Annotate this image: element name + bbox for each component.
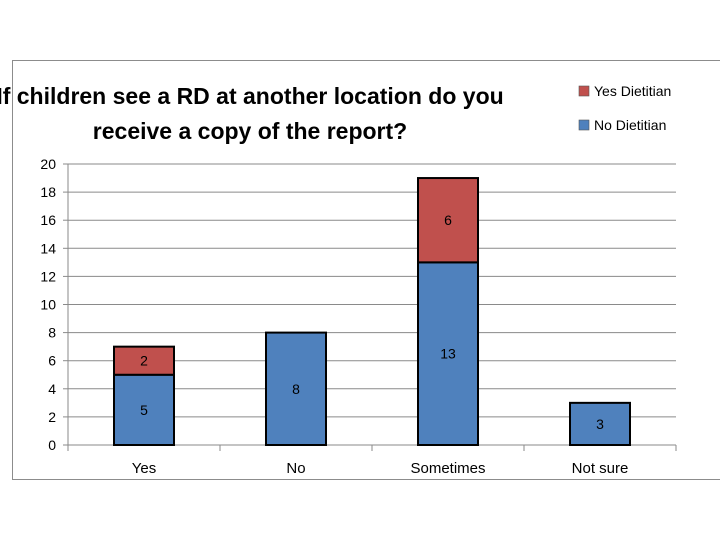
y-tick-label-16: 16 <box>40 212 56 228</box>
data-label-0-3: 3 <box>596 416 604 432</box>
bar-1-2 <box>417 177 479 264</box>
legend-swatch-0 <box>578 85 590 97</box>
y-tick-label-0: 0 <box>48 437 56 453</box>
x-tick-label-1: No <box>286 460 305 477</box>
y-tick-label-6: 6 <box>48 353 56 369</box>
x-tick-label-0: Yes <box>132 460 156 477</box>
y-tick-label-18: 18 <box>40 184 56 200</box>
chart-title-line-1: If children see a RD at another location… <box>0 83 504 109</box>
y-tick-label-8: 8 <box>48 325 56 341</box>
data-label-0-1: 8 <box>292 381 300 397</box>
legend-label-1: No Dietitian <box>594 117 666 133</box>
legend-label-0: Yes Dietitian <box>594 83 671 99</box>
y-tick-label-10: 10 <box>40 297 56 313</box>
legend-swatch-1 <box>578 119 590 131</box>
bar-1-0 <box>113 345 175 376</box>
chart-title: If children see a RD at another location… <box>0 83 504 144</box>
y-tick-label-20: 20 <box>40 156 56 172</box>
y-tick-label-14: 14 <box>40 240 56 256</box>
data-label-0-2: 13 <box>440 346 456 362</box>
x-tick-label-3: Not sure <box>572 460 629 477</box>
data-label-0-0: 5 <box>140 402 148 418</box>
data-labels: 5 2 8 13 6 3 <box>140 212 604 432</box>
data-label-1-0: 2 <box>140 353 148 369</box>
x-tick-label-2: Sometimes <box>410 460 485 477</box>
bars <box>113 177 631 447</box>
chart-title-line-2: receive a copy of the report? <box>93 118 407 144</box>
bar-0-1 <box>265 331 327 447</box>
bar-0-2 <box>417 261 479 446</box>
data-label-1-2: 6 <box>444 212 452 228</box>
bar-0-3 <box>569 401 631 447</box>
legend: Yes Dietitian No Dietitian <box>578 83 671 133</box>
y-tick-label-12: 12 <box>40 268 56 284</box>
y-tick-label-4: 4 <box>48 381 56 397</box>
y-tick-label-2: 2 <box>48 409 56 425</box>
bar-0-0 <box>113 373 175 446</box>
